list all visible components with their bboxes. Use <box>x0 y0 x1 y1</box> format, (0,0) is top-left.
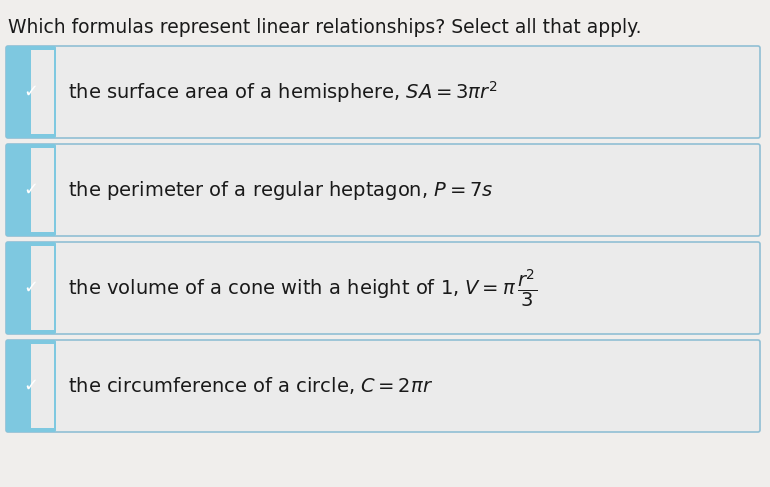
FancyBboxPatch shape <box>6 144 56 236</box>
Text: ✓: ✓ <box>23 279 38 297</box>
FancyBboxPatch shape <box>6 242 760 334</box>
Text: the circumference of a circle, $C = 2\pi r$: the circumference of a circle, $C = 2\pi… <box>68 375 434 396</box>
Text: the volume of a cone with a height of 1, $V = \pi\,\dfrac{r^{2}}{3}$: the volume of a cone with a height of 1,… <box>68 267 537 309</box>
Bar <box>31 344 54 428</box>
Bar <box>31 148 54 232</box>
FancyBboxPatch shape <box>6 46 760 138</box>
Bar <box>31 50 54 134</box>
FancyBboxPatch shape <box>6 340 56 432</box>
FancyBboxPatch shape <box>6 144 760 236</box>
FancyBboxPatch shape <box>6 46 56 138</box>
Text: the surface area of a hemisphere, $SA = 3\pi r^{2}$: the surface area of a hemisphere, $SA = … <box>68 79 497 105</box>
Text: the perimeter of a regular heptagon, $P = 7s$: the perimeter of a regular heptagon, $P … <box>68 179 494 202</box>
Text: ✓: ✓ <box>23 377 38 395</box>
FancyBboxPatch shape <box>6 340 760 432</box>
Text: ✓: ✓ <box>23 181 38 199</box>
Bar <box>31 246 54 330</box>
Text: Which formulas represent linear relationships? Select all that apply.: Which formulas represent linear relation… <box>8 18 641 37</box>
FancyBboxPatch shape <box>6 242 56 334</box>
Text: ✓: ✓ <box>23 83 38 101</box>
